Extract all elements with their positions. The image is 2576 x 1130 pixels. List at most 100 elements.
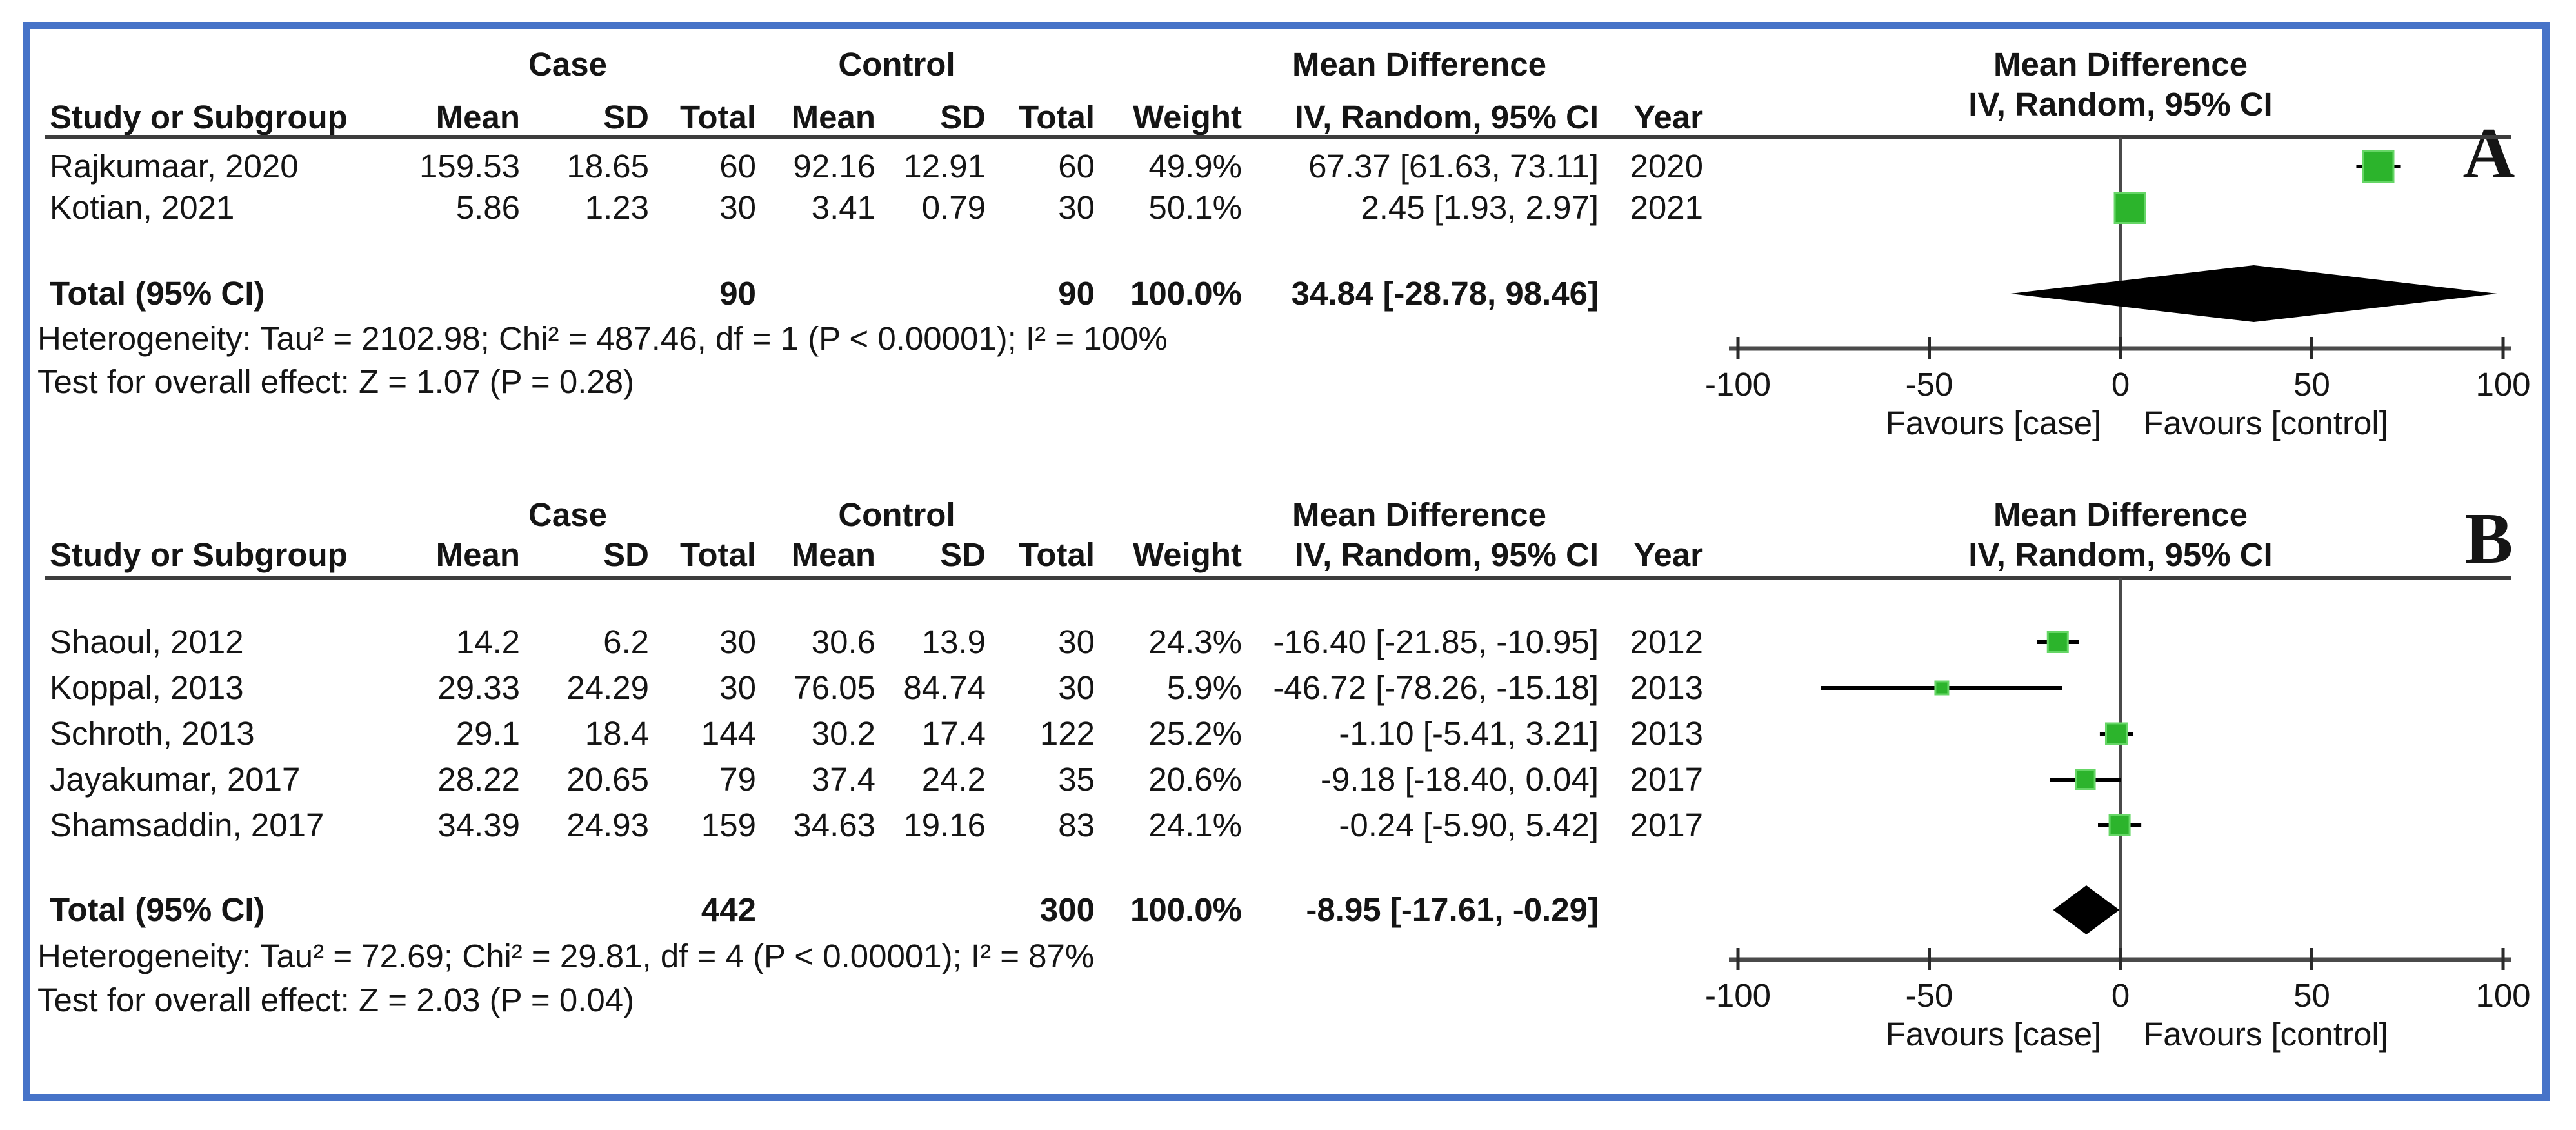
table-row-cell-md_text: -1.10 [-5.41, 3.21]	[1339, 715, 1599, 752]
table-row-cell-mean_ctrl: 30.2	[811, 715, 875, 752]
table-row-cell-year: 2013	[1630, 715, 1703, 752]
axis-tick-label: -50	[1905, 977, 1953, 1014]
column-header-total_ctrl: Total	[1018, 536, 1095, 573]
heterogeneity-note: Heterogeneity: Tau² = 2102.98; Chi² = 48…	[37, 320, 1168, 357]
table-row-cell-sd_case: 24.29	[566, 669, 649, 706]
column-header-total_case: Total	[679, 99, 756, 136]
control-group-header: Control	[838, 496, 955, 533]
table-row-cell-year: 2017	[1630, 761, 1703, 798]
axis-tick-label: 0	[2111, 977, 2130, 1014]
table-row-cell-mean_case: 29.33	[437, 669, 520, 706]
table-row-cell-year: 2012	[1630, 623, 1703, 660]
panel-label-b: B	[2464, 499, 2513, 579]
table-row-cell-sd_case: 18.4	[584, 715, 649, 752]
table-row-cell-md_text: -16.40 [-21.85, -10.95]	[1273, 623, 1599, 660]
axis-tick-label: 100	[2475, 977, 2531, 1014]
table-row-cell-year: 2017	[1630, 807, 1703, 843]
mean-difference-group-header: Mean Difference	[1292, 46, 1546, 83]
table-row-cell-year: 2020	[1630, 148, 1703, 185]
total-row-weight: 100.0%	[1130, 275, 1242, 312]
table-row-cell-md_text: 67.37 [61.63, 73.11]	[1308, 148, 1599, 185]
table-row-cell-weight: 5.9%	[1166, 669, 1242, 706]
table-row-cell-sd_case: 20.65	[566, 761, 649, 798]
table-row-cell-total_case: 159	[701, 807, 756, 843]
heterogeneity-note: Heterogeneity: Tau² = 72.69; Chi² = 29.8…	[37, 938, 1095, 974]
plot-subtitle: IV, Random, 95% CI	[1968, 86, 2273, 123]
favours-case-label: Favours [case]	[1885, 405, 2102, 441]
panel-label-a: A	[2462, 114, 2515, 194]
column-header-mean_ctrl: Mean	[791, 536, 875, 573]
table-row-cell-mean_ctrl: 34.63	[793, 807, 875, 843]
table-row-cell-mean_ctrl: 92.16	[793, 148, 875, 185]
table-row-cell-sd_case: 18.65	[566, 148, 649, 185]
total-row-md: -8.95 [-17.61, -0.29]	[1306, 891, 1599, 928]
total-row-label: Total (95% CI)	[50, 275, 265, 312]
table-row-cell-weight: 20.6%	[1148, 761, 1242, 798]
table-row-cell-sd_case: 6.2	[603, 623, 649, 660]
column-header-year: Year	[1633, 99, 1703, 136]
axis-tick-label: 50	[2293, 366, 2330, 403]
axis-tick-label: 100	[2475, 366, 2531, 403]
table-row-cell-study: Shamsaddin, 2017	[50, 807, 324, 843]
column-header-sd_ctrl: SD	[940, 536, 986, 573]
table-row-cell-weight: 25.2%	[1148, 715, 1242, 752]
table-row-cell-sd_ctrl: 0.79	[921, 189, 986, 226]
table-row-cell-weight: 24.3%	[1148, 623, 1242, 660]
favours-case-label: Favours [case]	[1885, 1016, 2102, 1053]
table-row-cell-total_ctrl: 122	[1039, 715, 1095, 752]
column-header-total_ctrl: Total	[1018, 99, 1095, 136]
table-row-cell-study: Kotian, 2021	[50, 189, 235, 226]
axis-tick-label: 50	[2293, 977, 2330, 1014]
table-row-cell-year: 2021	[1630, 189, 1703, 226]
axis-tick-label: -100	[1704, 977, 1772, 1014]
table-row-cell-total_ctrl: 83	[1058, 807, 1095, 843]
column-header-total_case: Total	[679, 536, 756, 573]
favours-control-label: Favours [control]	[2143, 1016, 2388, 1053]
table-row-cell-total_ctrl: 30	[1058, 189, 1095, 226]
axis-tick-label: -100	[1704, 366, 1772, 403]
total-row-total-case: 90	[719, 275, 756, 312]
total-row-total-control: 90	[1058, 275, 1095, 312]
table-row-cell-total_case: 30	[719, 669, 756, 706]
total-row-weight: 100.0%	[1130, 891, 1242, 928]
total-row-total-control: 300	[1039, 891, 1095, 928]
table-row-cell-mean_ctrl: 3.41	[811, 189, 875, 226]
table-row-cell-sd_ctrl: 19.16	[903, 807, 986, 843]
total-row-label: Total (95% CI)	[50, 891, 265, 928]
table-row-cell-sd_case: 1.23	[584, 189, 649, 226]
table-row-cell-mean_case: 14.2	[455, 623, 520, 660]
mean-difference-group-header: Mean Difference	[1292, 496, 1546, 533]
table-row-cell-total_ctrl: 30	[1058, 669, 1095, 706]
column-header-md_text: IV, Random, 95% CI	[1294, 536, 1599, 573]
table-row-cell-total_case: 144	[701, 715, 756, 752]
table-row-cell-sd_ctrl: 84.74	[903, 669, 986, 706]
table-row-cell-mean_case: 34.39	[437, 807, 520, 843]
column-header-sd_case: SD	[603, 536, 649, 573]
table-row-cell-sd_ctrl: 13.9	[921, 623, 986, 660]
control-group-header: Control	[838, 46, 955, 83]
table-row-cell-weight: 49.9%	[1148, 148, 1242, 185]
table-row-cell-md_text: -0.24 [-5.90, 5.42]	[1339, 807, 1599, 843]
column-header-study: Study or Subgroup	[50, 536, 348, 573]
table-row-cell-total_case: 60	[719, 148, 756, 185]
case-group-header: Case	[528, 46, 607, 83]
column-header-year: Year	[1633, 536, 1703, 573]
table-row-cell-study: Schroth, 2013	[50, 715, 255, 752]
table-row-cell-md_text: 2.45 [1.93, 2.97]	[1361, 189, 1599, 226]
table-row-cell-mean_case: 29.1	[455, 715, 520, 752]
column-header-mean_ctrl: Mean	[791, 99, 875, 136]
table-row-cell-sd_ctrl: 24.2	[921, 761, 986, 798]
column-header-mean_case: Mean	[435, 99, 520, 136]
table-row-cell-sd_ctrl: 12.91	[903, 148, 986, 185]
total-row-md: 34.84 [-28.78, 98.46]	[1291, 275, 1599, 312]
column-header-weight: Weight	[1132, 536, 1242, 573]
table-row-cell-study: Rajkumaar, 2020	[50, 148, 299, 185]
table-row-cell-total_case: 79	[719, 761, 756, 798]
overall-effect-note: Test for overall effect: Z = 2.03 (P = 0…	[37, 982, 635, 1018]
table-row-cell-study: Jayakumar, 2017	[50, 761, 301, 798]
table-row-cell-md_text: -9.18 [-18.40, 0.04]	[1321, 761, 1599, 798]
column-header-sd_ctrl: SD	[940, 99, 986, 136]
table-row-cell-sd_ctrl: 17.4	[921, 715, 986, 752]
table-row-cell-total_ctrl: 30	[1058, 623, 1095, 660]
table-row-cell-mean_case: 159.53	[419, 148, 520, 185]
